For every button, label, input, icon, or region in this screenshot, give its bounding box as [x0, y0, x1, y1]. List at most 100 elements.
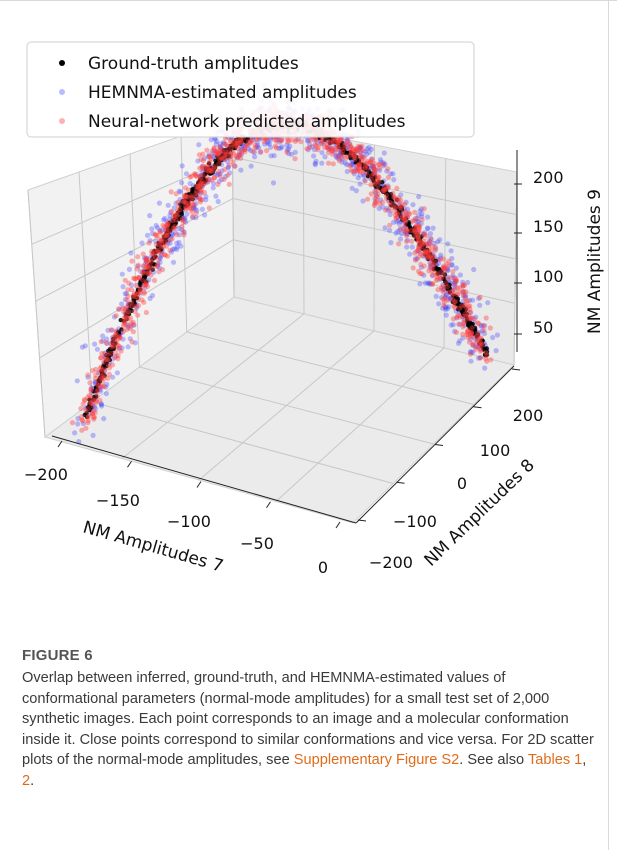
- neural-network-point: [451, 291, 457, 297]
- hemnma-point: [479, 328, 485, 334]
- hemnma-point: [357, 145, 363, 151]
- hemnma-point: [161, 217, 167, 223]
- neural-network-point: [429, 272, 435, 278]
- neural-network-point: [121, 319, 128, 325]
- neural-network-point: [97, 397, 103, 403]
- neural-network-point: [477, 339, 484, 345]
- neural-network-point: [369, 177, 375, 183]
- neural-network-point: [233, 138, 239, 144]
- hemnma-point: [370, 163, 376, 169]
- neural-network-point: [144, 264, 151, 270]
- hemnma-point: [174, 240, 180, 246]
- hemnma-point: [327, 146, 333, 152]
- neural-network-point: [165, 238, 171, 244]
- neural-network-point: [428, 257, 434, 263]
- neural-network-point: [148, 272, 154, 278]
- neural-network-point: [135, 291, 141, 297]
- neural-network-point: [383, 183, 389, 190]
- neural-network-point: [162, 224, 168, 230]
- neural-network-point: [196, 152, 202, 158]
- hemnma-point: [450, 322, 456, 328]
- hemnma-point: [396, 221, 402, 227]
- caption-link[interactable]: Tables 1: [527, 752, 583, 769]
- neural-network-point: [143, 281, 149, 287]
- neural-network-point: [475, 320, 482, 327]
- neural-network-point: [249, 138, 255, 144]
- hemnma-point: [80, 421, 86, 427]
- neural-network-point: [338, 146, 344, 152]
- neural-network-point: [109, 339, 115, 345]
- neural-network-point: [173, 217, 179, 223]
- neural-network-point: [463, 299, 469, 305]
- neural-network-point: [183, 192, 189, 198]
- neural-network-point: [329, 147, 335, 153]
- hemnma-point: [198, 190, 204, 196]
- neural-network-point: [342, 142, 348, 148]
- neural-network-point: [231, 151, 237, 157]
- neural-network-point: [98, 355, 104, 361]
- ground-truth-point: [374, 181, 380, 186]
- hemnma-point: [452, 282, 458, 288]
- neural-network-point: [189, 195, 195, 201]
- neural-network-point: [126, 280, 132, 286]
- neural-network-point: [409, 218, 416, 224]
- ground-truth-point: [210, 170, 215, 175]
- neural-network-point: [187, 174, 193, 180]
- hemnma-point: [440, 265, 446, 271]
- neural-network-point: [453, 278, 459, 284]
- neural-network-point: [132, 308, 138, 314]
- neural-network-point: [481, 327, 487, 333]
- legend-marker-neural: [59, 118, 65, 124]
- hemnma-point: [139, 240, 145, 246]
- neural-network-point: [228, 137, 234, 143]
- hemnma-point: [251, 149, 257, 155]
- hemnma-point: [421, 272, 427, 278]
- neural-network-point: [193, 173, 199, 179]
- neural-network-point: [124, 315, 130, 321]
- neural-network-point: [395, 198, 401, 204]
- neural-network-point: [324, 144, 330, 150]
- hemnma-point: [268, 144, 274, 150]
- ground-truth-point: [111, 336, 116, 342]
- neural-network-point: [399, 202, 405, 208]
- ground-truth-point: [455, 296, 461, 301]
- hemnma-point: [319, 160, 325, 166]
- neural-network-point: [132, 293, 138, 300]
- hemnma-point: [377, 167, 383, 174]
- neural-network-point: [457, 285, 463, 291]
- hemnma-point: [339, 159, 345, 165]
- neural-network-point: [371, 160, 377, 166]
- neural-network-point: [334, 137, 341, 143]
- hemnma-point: [364, 146, 370, 152]
- ground-truth-point: [152, 255, 157, 260]
- neural-network-point: [412, 229, 418, 235]
- caption-link[interactable]: Supplementary Figure S2: [293, 752, 460, 769]
- neural-network-point: [385, 185, 391, 191]
- grid-line: [78, 171, 93, 403]
- neural-network-point: [143, 309, 149, 316]
- neural-network-point: [137, 289, 143, 296]
- neural-network-point: [391, 194, 398, 200]
- neural-network-point: [399, 214, 405, 220]
- neural-network-point: [460, 321, 467, 327]
- ground-truth-point: [484, 349, 490, 354]
- neural-network-point: [442, 295, 448, 301]
- y-tick-mark: [511, 368, 521, 371]
- hemnma-point: [473, 314, 479, 320]
- neural-network-point: [335, 139, 341, 145]
- hemnma-point: [98, 401, 104, 407]
- neural-network-point: [238, 155, 244, 161]
- hemnma-point: [412, 216, 418, 222]
- caption-link[interactable]: 2: [22, 772, 31, 789]
- hemnma-point: [427, 231, 434, 237]
- neural-network-point: [462, 295, 468, 301]
- hemnma-point: [154, 225, 160, 231]
- hemnma-point: [295, 136, 301, 142]
- z-tick-label: 100: [533, 267, 564, 286]
- ground-truth-point: [130, 303, 135, 308]
- hemnma-point: [478, 323, 484, 329]
- neural-network-point: [114, 345, 120, 351]
- neural-network-point: [234, 140, 240, 146]
- ground-truth-point: [178, 207, 183, 213]
- neural-network-point: [142, 282, 148, 288]
